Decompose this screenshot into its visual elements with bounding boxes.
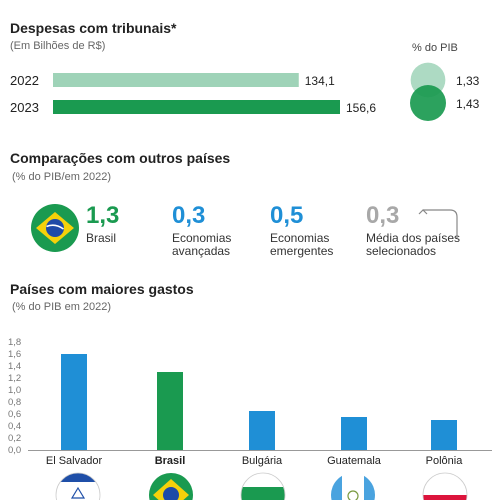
compare-label: Economias — [172, 231, 232, 245]
compare-value: 0,3 — [172, 202, 206, 229]
compare-item-advanced: 0,3 Economias avançadas — [172, 204, 231, 258]
y-tick-label: 0,6 — [8, 409, 21, 420]
year-label: 2022 — [10, 73, 39, 88]
spending-value-label: 156,6 — [346, 101, 376, 115]
pib-value-label: 1,33 — [456, 74, 480, 88]
guatemala-flag-icon — [331, 473, 375, 500]
category-label: Bulgária — [242, 455, 283, 467]
y-tick-label: 1,6 — [8, 349, 21, 360]
pib-value-label: 1,43 — [456, 97, 480, 111]
compare-item-brasil: 1,3 Brasil — [86, 204, 119, 245]
pib-circle — [410, 85, 446, 121]
compare-label: avançadas — [172, 244, 231, 258]
compare-label: emergentes — [270, 244, 334, 258]
bar-el-salvador — [61, 354, 87, 450]
bar-bulgária — [249, 411, 275, 450]
spending-bars: 2022 134,1 2023 156,6 1,33 1,43 — [10, 62, 480, 121]
brazil-flag-icon — [31, 204, 79, 252]
compare-value: 0,5 — [270, 202, 304, 229]
average-callout-arrow — [418, 209, 458, 238]
section2-title: Comparações com outros países — [10, 150, 231, 166]
bar-brasil — [157, 372, 183, 450]
compare-label: selecionados — [366, 244, 437, 258]
compare-value: 0,3 — [366, 202, 400, 229]
chart-subtitle: (% do PIB em 2022) — [12, 301, 112, 313]
compare-label: Média dos países — [366, 231, 461, 245]
y-tick-label: 0,0 — [8, 445, 21, 456]
category-label: Guatemala — [327, 455, 382, 467]
el-salvador-flag-icon — [55, 472, 101, 500]
y-tick-label: 1,0 — [8, 385, 21, 396]
spending-bar — [53, 100, 340, 114]
y-tick-label: 1,2 — [8, 373, 21, 384]
compare-label: Brasil — [86, 231, 117, 245]
pib-header: % do PIB — [412, 42, 458, 54]
category-label: El Salvador — [46, 455, 103, 467]
y-tick-label: 1,8 — [8, 337, 21, 348]
y-tick-label: 0,4 — [8, 421, 21, 432]
year-label: 2023 — [10, 100, 39, 115]
poland-flag-icon — [422, 472, 468, 500]
section1-subtitle: (Em Bilhões de R$) — [10, 40, 106, 52]
bar-guatemala — [341, 417, 367, 450]
category-label: Brasil — [155, 455, 186, 467]
y-tick-label: 1,4 — [8, 361, 21, 372]
compare-label: Economias — [270, 231, 330, 245]
compare-item-emerging: 0,5 Economias emergentes — [270, 204, 333, 258]
spending-bar — [53, 73, 299, 87]
chart-title: Países com maiores gastos — [10, 281, 194, 297]
y-tick-label: 0,8 — [8, 397, 21, 408]
bulgaria-flag-icon — [240, 472, 286, 500]
compare-value: 1,3 — [86, 202, 120, 229]
category-label: Polônia — [426, 455, 464, 467]
compare-item-average: 0,3 Média dos países selecionados — [366, 204, 460, 258]
bar-polônia — [431, 420, 457, 450]
section1-title: Despesas com tribunais* — [10, 20, 177, 36]
section2-subtitle: (% do PIB/em 2022) — [12, 171, 112, 183]
spending-value-label: 134,1 — [305, 74, 335, 88]
y-tick-label: 0,2 — [8, 433, 21, 444]
brazil-flag-small-icon — [149, 473, 193, 500]
